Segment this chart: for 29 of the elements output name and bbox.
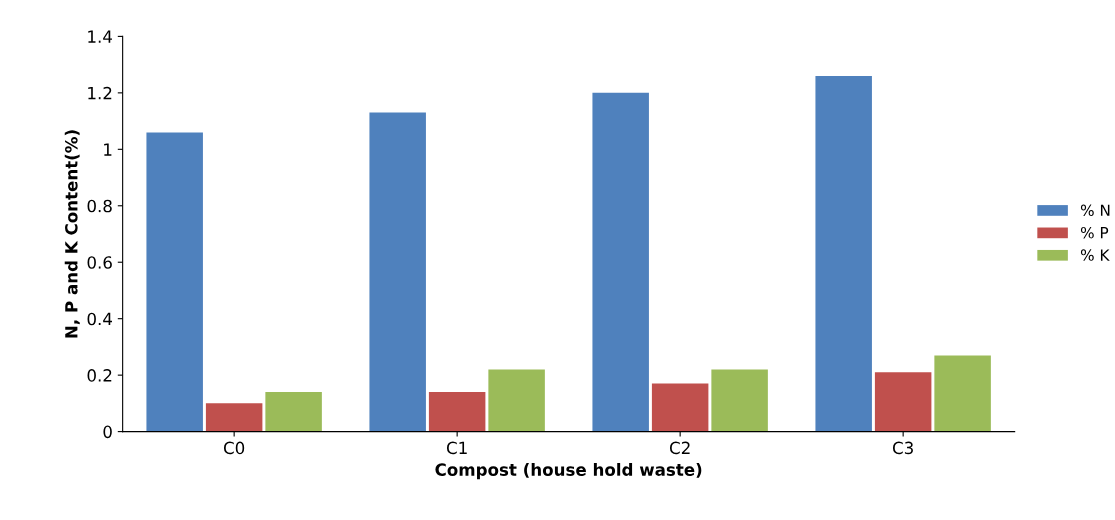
y-tick-label: 1 (104, 143, 112, 156)
bar (369, 112, 426, 432)
y-tick-label: 0.4 (87, 312, 112, 326)
x-axis-title: Compost (house hold waste) (435, 463, 702, 480)
y-tick-label: 0.2 (87, 369, 112, 382)
bar (815, 75, 872, 432)
legend-label: % N (1080, 204, 1110, 217)
bar (934, 355, 991, 432)
bar (265, 392, 322, 432)
x-tick-label: C1 (446, 441, 467, 455)
bar (874, 372, 932, 432)
bar (428, 392, 486, 432)
y-tick-label: 0.6 (87, 256, 112, 269)
bar (651, 383, 709, 432)
x-tick-label: C0 (223, 441, 245, 455)
y-tick-label: 0 (103, 425, 112, 439)
y-tick-label: 1.4 (88, 30, 112, 43)
legend-label: % K (1080, 249, 1110, 261)
bar (146, 132, 203, 432)
y-axis-title: N, P and K Content(%) (64, 130, 80, 338)
bar (711, 369, 768, 432)
bar (205, 403, 263, 432)
y-tick-label: 1.2 (88, 86, 112, 100)
bar (592, 92, 649, 432)
bar (488, 369, 545, 432)
y-tick-label: 0.8 (87, 199, 112, 213)
x-tick-label: C3 (892, 441, 913, 455)
legend-label: % P (1080, 226, 1109, 239)
x-tick-label: C2 (669, 441, 690, 455)
